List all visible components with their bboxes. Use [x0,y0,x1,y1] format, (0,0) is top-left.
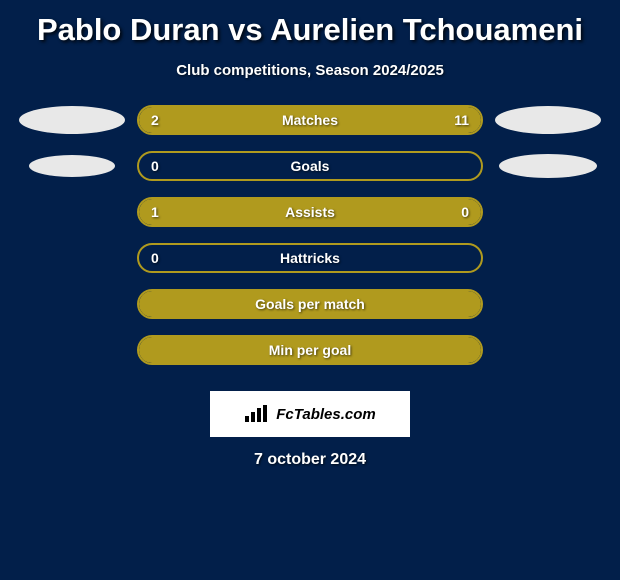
stat-bar: Goals0 [137,151,483,181]
bars-area: Matches211Goals0Assists10Hattricks0Goals… [7,105,613,381]
page-title: Pablo Duran vs Aurelien Tchouameni [37,12,583,48]
right-logo-slot [483,154,613,178]
stat-row: Goals0 [7,151,613,181]
club-logo-left [29,155,115,177]
bar-fill-right [402,199,481,225]
left-logo-slot [7,106,137,134]
stat-bar: Min per goal [137,335,483,365]
stat-label: Goals [139,153,481,179]
stat-row: Hattricks0 [7,243,613,273]
stat-row: Assists10 [7,197,613,227]
stat-bar: Goals per match [137,289,483,319]
right-logo-slot [483,106,613,134]
bar-chart-icon [244,405,270,423]
stat-row: Goals per match [7,289,613,319]
left-logo-slot [7,155,137,177]
stat-label: Hattricks [139,245,481,271]
watermark-text: FcTables.com [276,406,375,423]
bar-fill-left [139,107,197,133]
stat-bar: Hattricks0 [137,243,483,273]
date-label: 7 october 2024 [254,451,366,469]
bar-fill-right [197,107,481,133]
stat-bar: Matches211 [137,105,483,135]
comparison-card: Pablo Duran vs Aurelien Tchouameni Club … [0,0,620,469]
watermark: FcTables.com [210,391,410,437]
bar-fill-left [139,199,402,225]
stat-value-left: 0 [151,153,159,179]
club-logo-left [19,106,125,134]
bar-fill [139,337,481,363]
page-subtitle: Club competitions, Season 2024/2025 [176,62,444,79]
bar-fill [139,291,481,317]
stat-value-left: 0 [151,245,159,271]
stat-bar: Assists10 [137,197,483,227]
club-logo-right [495,106,601,134]
stat-row: Matches211 [7,105,613,135]
stat-row: Min per goal [7,335,613,365]
club-logo-right [499,154,597,178]
